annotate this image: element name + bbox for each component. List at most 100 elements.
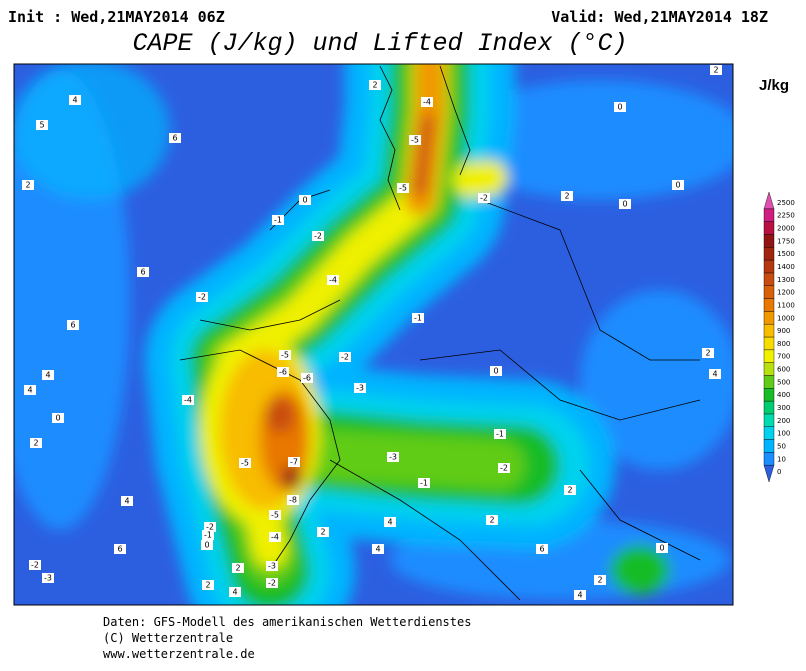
- contour-label: 6: [539, 545, 544, 554]
- colorbar-swatch: [763, 234, 775, 248]
- contour-label-box: [409, 135, 421, 145]
- contour-label: 6: [117, 545, 122, 554]
- contour-label-box: [204, 522, 216, 532]
- contour-label: 0: [675, 181, 680, 190]
- contour-label-box: [202, 530, 214, 540]
- contour-label: -2: [198, 293, 206, 302]
- contour-label: 2: [713, 66, 718, 75]
- contour-label-box: [478, 193, 490, 203]
- contour-label: -3: [389, 453, 397, 462]
- contour-label-box: [574, 590, 586, 600]
- contour-label-box: [369, 80, 381, 90]
- colorbar-swatch: [763, 191, 775, 210]
- contour-label-box: [201, 540, 213, 550]
- contour-label: 0: [493, 367, 498, 376]
- contour-label: -2: [341, 353, 349, 362]
- contour-label: -5: [271, 511, 279, 520]
- contour-label: -3: [356, 384, 364, 393]
- contour-label: 6: [140, 268, 145, 277]
- contour-label: 6: [172, 134, 177, 143]
- colorbar-swatch: [763, 375, 775, 389]
- contour-label-box: [266, 578, 278, 588]
- colorbar-label: 2250: [777, 212, 795, 220]
- colorbar-label: 1400: [777, 263, 795, 271]
- contour-label-box: [354, 383, 366, 393]
- contour-label: 2: [705, 349, 710, 358]
- contour-label-box: [709, 369, 721, 379]
- contour-label: 4: [712, 370, 717, 379]
- contour-label: -8: [289, 496, 297, 505]
- contour-label: 2: [567, 486, 572, 495]
- colorbar-label: 1200: [777, 289, 795, 297]
- contour-label: 2: [489, 516, 494, 525]
- contour-label: -7: [290, 458, 298, 467]
- colorbar-label: 50: [777, 442, 786, 450]
- colorbar-label: 800: [777, 340, 790, 348]
- contour-label-box: [397, 183, 409, 193]
- colorbar-swatch: [763, 426, 775, 440]
- colorbar-label: 2500: [777, 199, 795, 207]
- colorbar-label: 2000: [777, 225, 795, 233]
- contour-label-box: [494, 429, 506, 439]
- colorbar-label: 10: [777, 455, 786, 463]
- map-field: [14, 64, 733, 605]
- contour-label: 2: [235, 564, 240, 573]
- contour-label-box: [594, 575, 606, 585]
- contour-label-box: [114, 544, 126, 554]
- contour-label: 2: [564, 192, 569, 201]
- contour-label-box: [387, 452, 399, 462]
- contour-label: -5: [281, 351, 289, 360]
- contour-label-box: [137, 267, 149, 277]
- legend-unit: J/kg: [759, 77, 789, 94]
- colorbar-swatch: [763, 259, 775, 274]
- contour-label: 2: [33, 439, 38, 448]
- colorbar-swatch: [763, 208, 775, 222]
- contour-label: 4: [27, 386, 32, 395]
- contour-label: -4: [271, 533, 279, 542]
- contour-label-box: [327, 275, 339, 285]
- colorbar-label: 200: [777, 417, 790, 425]
- contour-label: -5: [399, 184, 407, 193]
- contour-label-box: [182, 395, 194, 405]
- contour-label-box: [36, 120, 48, 130]
- contour-labels: 2-4-5-5-245620-1-2-4-26644-5-6-6-2-3-4-5…: [22, 65, 722, 600]
- contour-label: -4: [184, 396, 192, 405]
- contour-label: 2: [597, 576, 602, 585]
- contour-label: 4: [45, 371, 50, 380]
- contour-label-box: [269, 532, 281, 542]
- contour-label-box: [121, 496, 133, 506]
- colorbar-label: 1500: [777, 250, 795, 258]
- contour-label-box: [232, 563, 244, 573]
- contour-label: 2: [320, 528, 325, 537]
- colorbar-label: 0: [777, 468, 781, 476]
- contour-label-box: [67, 320, 79, 330]
- contour-label: -1: [204, 531, 212, 540]
- contour-label-box: [277, 367, 289, 377]
- contour-label: 2: [25, 181, 30, 190]
- colorbar-swatch: [763, 272, 775, 286]
- colorbar-label: 700: [777, 353, 790, 361]
- contour-label-box: [299, 195, 311, 205]
- colorbar-swatch: [763, 439, 775, 453]
- map-title: CAPE (J/kg) und Lifted Index (°C): [132, 29, 627, 58]
- contour-label: 4: [577, 591, 582, 600]
- colorbar-label: 500: [777, 378, 790, 386]
- contour-label: 4: [124, 497, 129, 506]
- contour-label: -2: [480, 194, 488, 203]
- contour-label-box: [288, 457, 300, 467]
- colorbar-swatch: [763, 311, 775, 325]
- contour-label-box: [564, 485, 576, 495]
- contour-label: 4: [232, 588, 237, 597]
- valid-time: Valid: Wed,21MAY2014 18Z: [551, 8, 768, 26]
- colorbar-swatch: [763, 285, 775, 299]
- colorbar-swatch: [763, 464, 775, 483]
- contour-label-box: [614, 102, 626, 112]
- contour-label-box: [486, 515, 498, 525]
- contour-label-box: [412, 313, 424, 323]
- contour-label: 0: [302, 196, 307, 205]
- contour-label: -6: [303, 374, 311, 383]
- contour-label-box: [279, 350, 291, 360]
- contour-label-box: [22, 180, 34, 190]
- contour-label-box: [561, 191, 573, 201]
- contour-label-box: [418, 478, 430, 488]
